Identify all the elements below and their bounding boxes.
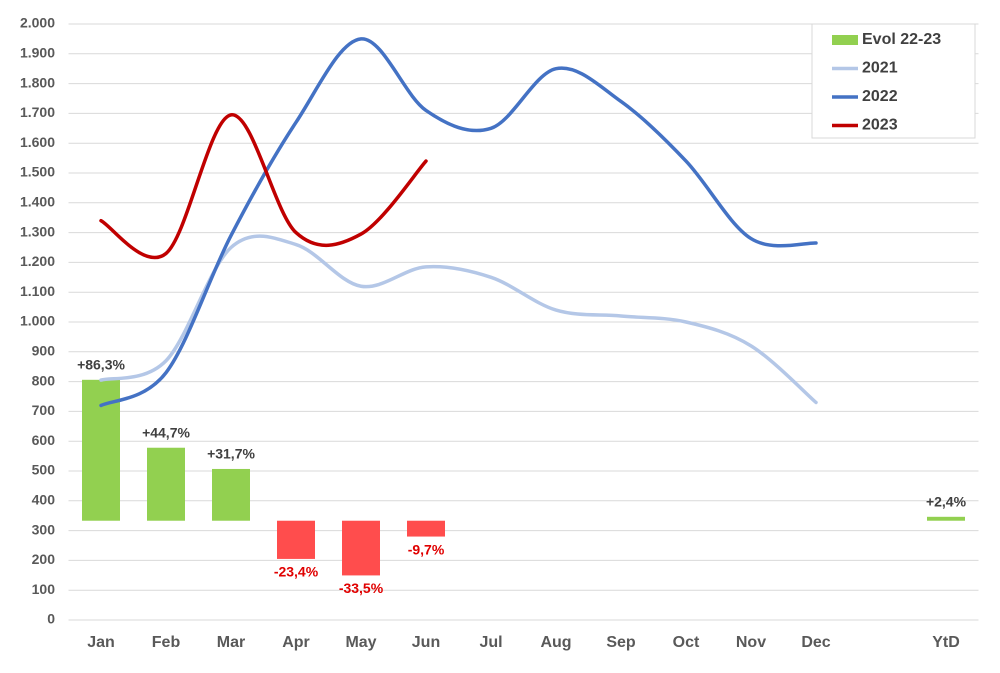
- data-label: +31,7%: [207, 446, 255, 462]
- y-tick-label: 400: [32, 492, 56, 508]
- y-tick-label: 200: [32, 551, 56, 567]
- bar: [147, 447, 185, 521]
- y-tick-label: 1.300: [20, 223, 55, 239]
- y-tick-label: 1.700: [20, 104, 55, 120]
- bar: [342, 520, 380, 576]
- bar: [407, 520, 445, 537]
- y-tick-label: 600: [32, 432, 56, 448]
- bar: [212, 468, 250, 521]
- y-tick-label: 500: [32, 462, 56, 478]
- line-series: [99, 234, 818, 405]
- bar: [277, 520, 315, 559]
- line-series: [99, 113, 428, 260]
- y-tick-label: 1.100: [20, 283, 55, 299]
- y-tick-label: 1.900: [20, 45, 55, 61]
- x-tick-label: Jan: [87, 634, 115, 651]
- x-tick-label: May: [345, 634, 376, 651]
- x-tick-label: Mar: [217, 634, 245, 651]
- y-tick-label: 1.000: [20, 313, 55, 329]
- legend-label: 2022: [862, 88, 898, 105]
- legend-label: 2021: [862, 60, 898, 77]
- y-tick-label: 700: [32, 402, 56, 418]
- data-label: +86,3%: [77, 357, 125, 373]
- x-tick-label: Nov: [736, 634, 766, 651]
- y-tick-label: 0: [47, 611, 55, 627]
- y-tick-label: 1.200: [20, 253, 55, 269]
- data-label: -9,7%: [408, 541, 445, 557]
- data-label: -23,4%: [274, 564, 319, 580]
- y-tick-label: 100: [32, 581, 56, 597]
- y-tick-label: 2.000: [20, 15, 55, 31]
- x-tick-label: Apr: [282, 634, 310, 651]
- x-tick-label: Jun: [412, 634, 440, 651]
- data-label: +2,4%: [926, 494, 967, 510]
- y-tick-label: 800: [32, 372, 56, 388]
- line-series: [99, 37, 818, 408]
- legend: Evol 22-23 2021 2022 2023: [811, 23, 976, 139]
- y-tick-label: 1.400: [20, 194, 55, 210]
- x-tick-label: Feb: [152, 634, 181, 651]
- legend-label: 2023: [862, 117, 898, 134]
- y-tick-label: 1.500: [20, 164, 55, 180]
- y-tick-label: 1.800: [20, 74, 55, 90]
- y-tick-label: 900: [32, 343, 56, 359]
- x-tick-label: Dec: [801, 634, 830, 651]
- y-tick-label: 300: [32, 521, 56, 537]
- x-tick-label: YtD: [932, 634, 960, 651]
- x-tick-label: Sep: [606, 634, 636, 651]
- y-tick-label: 1.600: [20, 134, 55, 150]
- bar: [927, 516, 965, 521]
- data-label: -33,5%: [339, 580, 384, 596]
- data-label: +44,7%: [142, 424, 190, 440]
- x-tick-label: Aug: [540, 634, 571, 651]
- x-tick-label: Oct: [673, 634, 700, 651]
- legend-swatch: [832, 35, 858, 45]
- x-tick-label: Jul: [479, 634, 502, 651]
- legend-label: Evol 22-23: [862, 31, 941, 48]
